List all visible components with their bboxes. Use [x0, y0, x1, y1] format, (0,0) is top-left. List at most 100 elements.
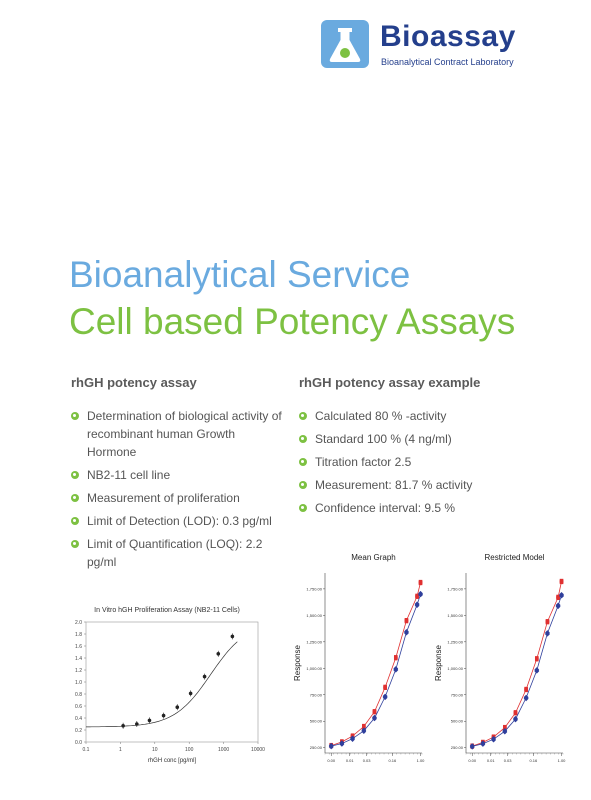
bullet-icon: [71, 471, 79, 479]
y-tick-label: 1,500.00: [306, 613, 322, 618]
bullet-item: Limit of Detection (LOD): 0.3 pg/ml: [71, 512, 286, 530]
data-point: [382, 695, 388, 701]
x-tick-label: 10000: [251, 747, 265, 753]
x-tick-label: 0.00: [468, 758, 477, 763]
data-point: [175, 705, 180, 709]
bullet-icon: [299, 458, 307, 466]
bullet-text: Limit of Detection (LOD): 0.3 pg/ml: [87, 514, 272, 528]
bullet-text: Calculated 80 % -activity: [315, 409, 447, 423]
y-tick-label: 1.2: [75, 668, 82, 674]
chart-title: In Vitro hGH Proliferation Assay (NB2-11…: [94, 607, 240, 614]
y-tick-label: 750.00: [310, 692, 323, 697]
bullet-icon: [299, 504, 307, 512]
bullet-icon: [71, 494, 79, 502]
fit-curve: [86, 641, 238, 728]
bullet-item: Confidence interval: 9.5 %: [299, 499, 549, 517]
data-point: [161, 713, 166, 718]
bullet-item: Titration factor 2.5: [299, 453, 549, 471]
bullet-icon: [71, 540, 79, 548]
y-tick-label: 1,750.00: [306, 586, 322, 591]
y-tick-label: 750.00: [451, 692, 464, 697]
data-point: [534, 668, 540, 674]
data-point: [555, 604, 561, 610]
y-tick-label: 1.6: [75, 644, 82, 650]
y-axis-label: Response: [434, 644, 443, 681]
data-point: [556, 594, 560, 599]
y-tick-label: 0.2: [75, 728, 82, 734]
y-tick-label: 250.00: [310, 745, 323, 750]
data-point: [121, 724, 125, 728]
series-line: [331, 594, 421, 747]
brand-name: Bioassay: [380, 20, 516, 53]
data-point: [230, 634, 235, 639]
x-tick-label: 0.01: [346, 758, 355, 763]
plot-frame: [85, 621, 259, 743]
y-tick-label: 1,250.00: [306, 639, 322, 644]
y-tick-label: 1.8: [75, 632, 82, 638]
x-tick-label: 1000: [218, 747, 229, 753]
y-tick-label: 0.6: [75, 704, 82, 710]
x-tick-label: 0.03: [504, 758, 513, 763]
data-point: [361, 729, 367, 735]
data-point: [502, 729, 508, 735]
bullet-text: Limit of Quantification (LOQ): 2.2 pg/ml: [87, 537, 263, 569]
data-point: [418, 592, 423, 598]
mean-graph-chart: Mean Graph 250.00 500.00 750.00 1,000.00 1,25…: [293, 553, 426, 763]
left-bullet-list: Determination of biological activity of …: [71, 407, 286, 571]
left-column: rhGH potency assay Determination of biol…: [71, 375, 286, 576]
bullet-text: Standard 100 % (4 ng/ml): [315, 432, 452, 446]
x-axis-label: rhGH conc [pg/ml]: [148, 758, 197, 764]
data-point: [545, 619, 550, 623]
data-point: [372, 709, 377, 713]
data-point: [559, 578, 564, 583]
chart-title: Mean Graph: [351, 553, 395, 562]
right-column: rhGH potency assay example Calculated 80…: [299, 375, 549, 522]
bioassay-logo: Bioassay Bioanalytical Contract Laborato…: [321, 20, 561, 70]
y-tick-label: 1.4: [75, 656, 82, 662]
data-point: [328, 744, 334, 750]
data-point: [404, 630, 409, 636]
series-line: [472, 595, 562, 747]
data-point: [188, 691, 193, 696]
x-tick-label: 10: [152, 747, 158, 753]
data-point: [559, 593, 564, 599]
data-point: [147, 718, 152, 723]
bullet-item: Measurement of proliferation: [71, 489, 286, 507]
bullet-text: Confidence interval: 9.5 %: [315, 501, 456, 515]
data-point: [350, 737, 355, 742]
x-tick-label: 0.1: [83, 747, 90, 753]
bullet-icon: [299, 435, 307, 443]
y-tick-label: 1,500.00: [447, 613, 463, 618]
left-column-title: rhGH potency assay: [71, 375, 197, 390]
bullet-item: Determination of biological activity of …: [71, 407, 286, 461]
y-tick-label: 0.8: [75, 692, 82, 698]
y-tick-label: 0.0: [75, 740, 82, 746]
y-tick-label: 1,000.00: [306, 666, 322, 671]
y-tick-label: 250.00: [451, 745, 464, 750]
y-axis-label: Response: [293, 644, 302, 681]
bullet-text: NB2-11 cell line: [87, 468, 171, 482]
data-point: [362, 723, 366, 728]
bullet-text: Measurement: 81.7 % activity: [315, 478, 473, 492]
proliferation-chart: In Vitro hGH Proliferation Assay (NB2-11…: [75, 607, 265, 764]
y-tick-label: 500.00: [310, 719, 323, 724]
data-point: [350, 733, 355, 738]
bullet-item: NB2-11 cell line: [71, 466, 286, 484]
right-bullet-list: Calculated 80 % -activity Standard 100 %…: [299, 407, 549, 517]
bullet-icon: [71, 412, 79, 420]
x-tick-label: 1.00: [417, 758, 426, 763]
bullet-item: Standard 100 % (4 ng/ml): [299, 430, 549, 448]
data-point: [491, 737, 496, 743]
y-tick-label: 1,000.00: [447, 666, 463, 671]
data-point: [513, 717, 518, 723]
y-tick-label: 500.00: [451, 719, 464, 724]
series-line: [472, 581, 562, 747]
bullet-item: Measurement: 81.7 % activity: [299, 476, 549, 494]
data-point: [418, 579, 423, 584]
data-point: [524, 686, 528, 691]
brand-tagline: Bioanalytical Contract Laboratory: [381, 57, 514, 67]
bullet-text: Titration factor 2.5: [315, 455, 412, 469]
chart-title: Restricted Model: [484, 553, 544, 562]
x-tick-label: 0.03: [363, 758, 372, 763]
data-point: [383, 684, 387, 689]
